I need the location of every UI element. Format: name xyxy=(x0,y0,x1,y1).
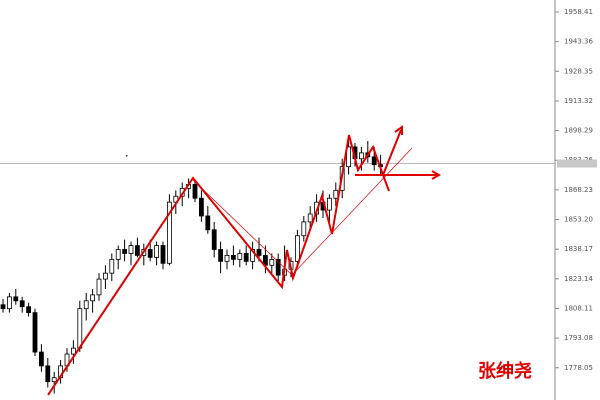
trend-line xyxy=(291,147,413,276)
candle-body xyxy=(301,221,307,237)
candle-body xyxy=(154,245,160,258)
y-tick-label: 1823.14 xyxy=(564,275,593,283)
candle-body xyxy=(19,300,25,308)
wave-line xyxy=(47,134,384,396)
candle-body xyxy=(326,197,332,211)
candle-body xyxy=(51,377,57,383)
y-tick-label: 1793.08 xyxy=(564,334,593,342)
candle-body xyxy=(358,152,364,160)
candle-body xyxy=(134,245,140,256)
candle-body xyxy=(13,296,19,302)
candle-body xyxy=(147,249,153,258)
candle-body xyxy=(243,253,249,262)
candle-body xyxy=(77,308,83,349)
candle-body xyxy=(218,249,224,262)
dot xyxy=(126,155,128,157)
y-tick-label: 1853.20 xyxy=(564,216,593,224)
y-tick-label: 1928.35 xyxy=(564,67,593,75)
y-tick-label: 1898.29 xyxy=(564,127,593,135)
candle-body xyxy=(7,296,12,310)
candle-body xyxy=(0,304,6,310)
candle-body xyxy=(211,229,217,250)
y-tick-label: 1778.05 xyxy=(564,364,593,372)
candle-body xyxy=(109,258,115,274)
candle-body xyxy=(198,197,204,217)
candle-body xyxy=(307,213,313,223)
candle-body xyxy=(294,235,300,262)
arrow xyxy=(382,129,402,176)
y-tick-label: 1913.32 xyxy=(564,97,593,105)
candle-body xyxy=(26,306,32,314)
candle-body xyxy=(256,249,262,256)
candle-body xyxy=(32,312,38,353)
candle-body xyxy=(237,253,243,260)
candle-body xyxy=(83,300,89,310)
arrowhead xyxy=(431,170,442,180)
candle-body xyxy=(122,249,127,254)
arrow xyxy=(382,174,390,192)
candle-body xyxy=(71,347,76,355)
candle-body xyxy=(205,215,211,231)
y-tick-label: 1808.11 xyxy=(564,304,593,312)
candle-body xyxy=(166,201,172,264)
candle-body xyxy=(230,255,236,260)
current-price-box xyxy=(557,159,597,168)
candle-body xyxy=(346,146,352,168)
y-tick-label: 1838.17 xyxy=(564,245,593,253)
candle-body xyxy=(269,258,275,266)
plot xyxy=(0,135,555,394)
arrowhead xyxy=(394,125,403,135)
candle-body xyxy=(224,255,230,262)
annotations xyxy=(47,125,442,396)
candle-body xyxy=(275,258,281,276)
candle-body xyxy=(45,365,51,383)
y-tick-label: 1943.36 xyxy=(564,38,593,46)
candle-body xyxy=(103,272,108,280)
y-tick-label: 1958.41 xyxy=(564,8,593,16)
candle-body xyxy=(115,249,121,260)
y-tick-label: 1868.23 xyxy=(564,186,593,194)
candle-body xyxy=(192,184,198,199)
trend-line xyxy=(192,179,293,276)
candle-body xyxy=(160,245,166,264)
candle-body xyxy=(39,351,44,367)
candle-body xyxy=(371,156,377,166)
candle-body xyxy=(90,294,95,302)
watermark: 张绅尧 xyxy=(478,360,532,382)
candle-body xyxy=(128,245,134,254)
candle-body xyxy=(96,278,102,296)
candle-body xyxy=(333,189,339,199)
